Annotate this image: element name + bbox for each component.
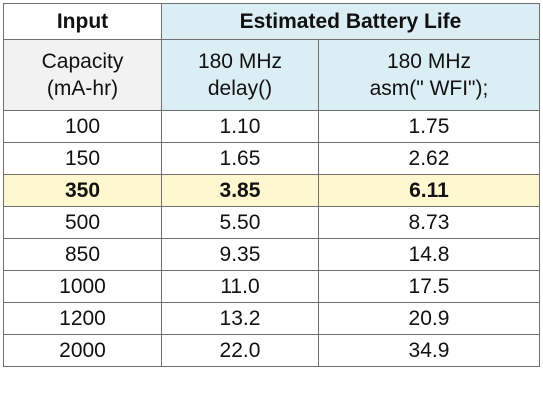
wfi-life-cell: 34.9 xyxy=(317,334,541,367)
wfi-life-cell: 8.73 xyxy=(317,206,541,239)
wfi-header-line1: 180 MHz xyxy=(386,49,471,73)
capacity-cell: 500 xyxy=(3,206,162,239)
table-row: 1200 13.2 20.9 xyxy=(3,302,541,335)
delay-life-cell: 9.35 xyxy=(161,238,319,271)
delay-life-cell: 13.2 xyxy=(161,302,319,335)
battery-life-table: Input Estimated Battery Life Capacity (m… xyxy=(3,3,541,367)
wfi-life-cell: 17.5 xyxy=(317,270,541,303)
table-row: 500 5.50 8.73 xyxy=(3,206,541,239)
capacity-cell: 850 xyxy=(3,238,162,271)
wfi-column-header: 180 MHz asm(" WFI"); xyxy=(317,39,541,111)
subheader-row: Capacity (mA-hr) 180 MHz delay() 180 MHz… xyxy=(3,39,541,111)
table-row: 350 3.85 6.11 xyxy=(3,174,541,207)
wfi-life-cell: 6.11 xyxy=(317,174,541,207)
capacity-cell: 100 xyxy=(3,110,162,143)
delay-life-cell: 1.65 xyxy=(161,142,319,175)
capacity-cell: 1200 xyxy=(3,302,162,335)
delay-header-line1: 180 MHz xyxy=(197,49,282,73)
wfi-life-cell: 20.9 xyxy=(317,302,541,335)
header-row: Input Estimated Battery Life xyxy=(3,3,540,40)
wfi-header-line2: asm(" WFI"); xyxy=(369,77,489,100)
delay-life-cell: 11.0 xyxy=(161,270,319,303)
delay-header-line2: delay() xyxy=(207,77,273,100)
wfi-life-cell: 14.8 xyxy=(317,238,541,271)
capacity-header-line2: (mA-hr) xyxy=(46,77,119,100)
capacity-header: Capacity (mA-hr) xyxy=(3,39,162,111)
delay-life-cell: 22.0 xyxy=(161,334,319,367)
table-row: 1000 11.0 17.5 xyxy=(3,270,541,303)
delay-life-cell: 5.50 xyxy=(161,206,319,239)
input-header: Input xyxy=(3,3,162,40)
delay-life-cell: 1.10 xyxy=(161,110,319,143)
wfi-life-cell: 2.62 xyxy=(317,142,541,175)
delay-column-header: 180 MHz delay() xyxy=(161,39,319,111)
capacity-cell: 350 xyxy=(3,174,162,207)
capacity-cell: 2000 xyxy=(3,334,162,367)
delay-life-cell: 3.85 xyxy=(161,174,319,207)
table-row: 150 1.65 2.62 xyxy=(3,142,541,175)
capacity-cell: 150 xyxy=(3,142,162,175)
wfi-life-cell: 1.75 xyxy=(317,110,541,143)
estimated-battery-life-header: Estimated Battery Life xyxy=(161,3,540,40)
table-row: 2000 22.0 34.9 xyxy=(3,334,541,367)
capacity-header-line1: Capacity xyxy=(41,49,124,73)
capacity-cell: 1000 xyxy=(3,270,162,303)
table-row: 850 9.35 14.8 xyxy=(3,238,541,271)
table-row: 100 1.10 1.75 xyxy=(3,110,541,143)
